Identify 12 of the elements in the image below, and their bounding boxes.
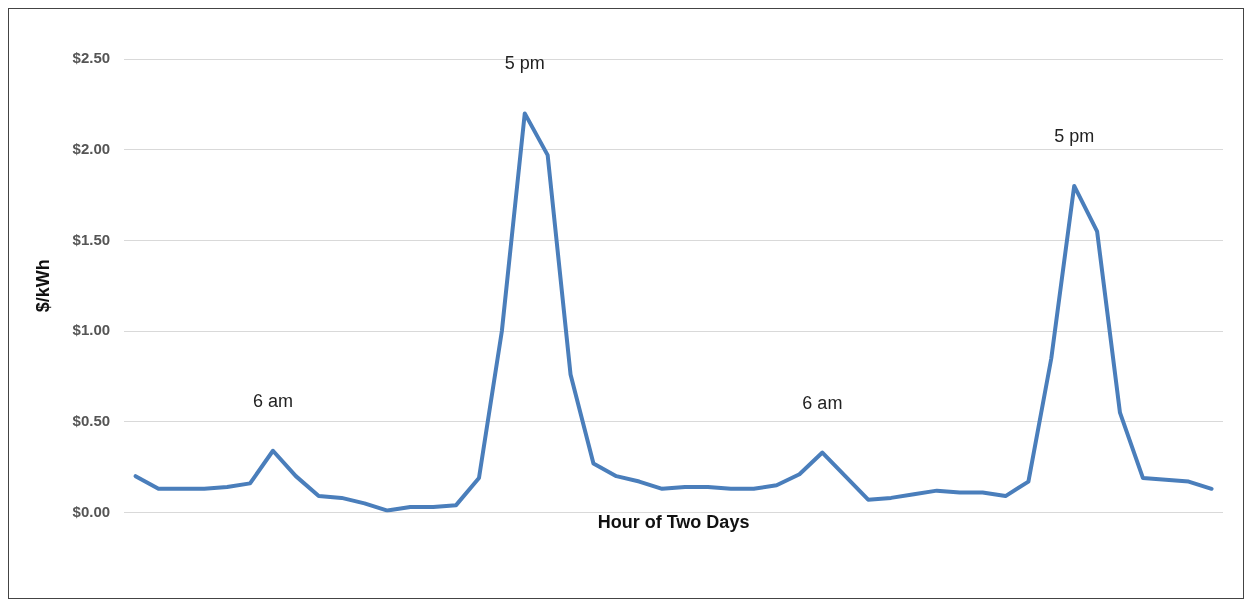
- y-tick-label: $1.00: [72, 321, 111, 339]
- y-tick-label: $0.00: [72, 502, 111, 520]
- x-axis-title: Hour of Two Days: [597, 512, 750, 533]
- y-tick-label: $2.50: [72, 49, 111, 67]
- annotation: 6 am: [252, 390, 293, 411]
- annotation: 5 pm: [504, 53, 545, 74]
- y-axis-title: $/kWh: [32, 259, 53, 313]
- y-tick-label: $1.50: [72, 230, 111, 248]
- y-tick-label: $0.50: [72, 411, 111, 429]
- y-tick-label: $2.00: [72, 139, 111, 157]
- annotation: 5 pm: [1054, 125, 1095, 146]
- annotation: 6 am: [802, 392, 843, 413]
